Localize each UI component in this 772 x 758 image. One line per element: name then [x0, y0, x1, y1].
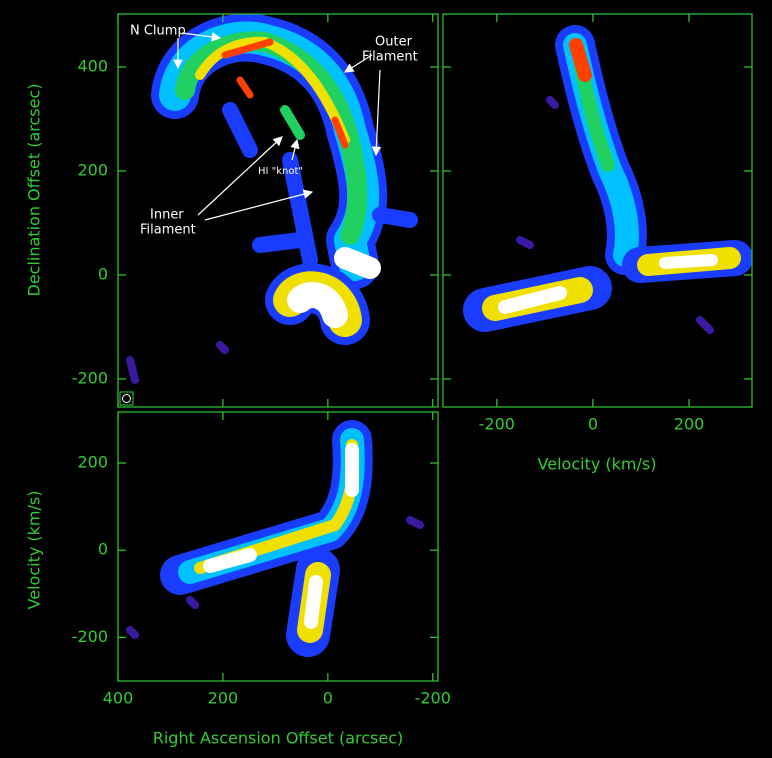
- x-tick-label: 0: [588, 415, 598, 434]
- y-tick-label: 0: [98, 540, 108, 559]
- y-tick-label: 0: [98, 264, 108, 283]
- y-tick-label: 400: [77, 57, 108, 76]
- x-tick-label: 0: [323, 689, 333, 708]
- annotation: HI "knot": [258, 166, 303, 177]
- beam-box: [119, 391, 134, 406]
- arrow: [343, 54, 373, 73]
- arrow: [197, 136, 283, 216]
- panel-frame: [442, 13, 753, 408]
- y-axis-label: Declination Offset (arcsec): [25, 84, 44, 297]
- annotation: Inner: [150, 208, 184, 223]
- x-tick-label: -200: [479, 415, 515, 434]
- arrow: [290, 138, 300, 161]
- position-map: [119, 14, 418, 406]
- y-tick-label: 200: [77, 160, 108, 179]
- x-tick-label: 200: [208, 689, 239, 708]
- velocity-ra-map: [126, 420, 424, 657]
- panel-frame: [117, 13, 439, 408]
- annotation: N Clump: [130, 24, 186, 39]
- x-tick-label: 400: [103, 689, 134, 708]
- arrow: [181, 32, 222, 42]
- y-tick-label: 200: [77, 453, 108, 472]
- x-axis-label: Right Ascension Offset (arcsec): [153, 729, 404, 748]
- beam: [122, 394, 131, 403]
- x-tick-label: 200: [674, 415, 705, 434]
- y-tick-label: -200: [72, 368, 108, 387]
- annotation: Outer: [375, 35, 413, 50]
- x-axis-label: Velocity (km/s): [538, 455, 657, 474]
- annotation: Filament: [362, 50, 418, 65]
- annotation: Filament: [140, 223, 196, 238]
- arrow: [371, 69, 382, 157]
- panel-frame: [117, 411, 439, 682]
- declination-velocity-map: [463, 25, 752, 334]
- y-tick-label: -200: [72, 627, 108, 646]
- x-tick-label: -200: [415, 689, 451, 708]
- y-axis-label: Velocity (km/s): [25, 491, 44, 610]
- arrow: [204, 189, 314, 221]
